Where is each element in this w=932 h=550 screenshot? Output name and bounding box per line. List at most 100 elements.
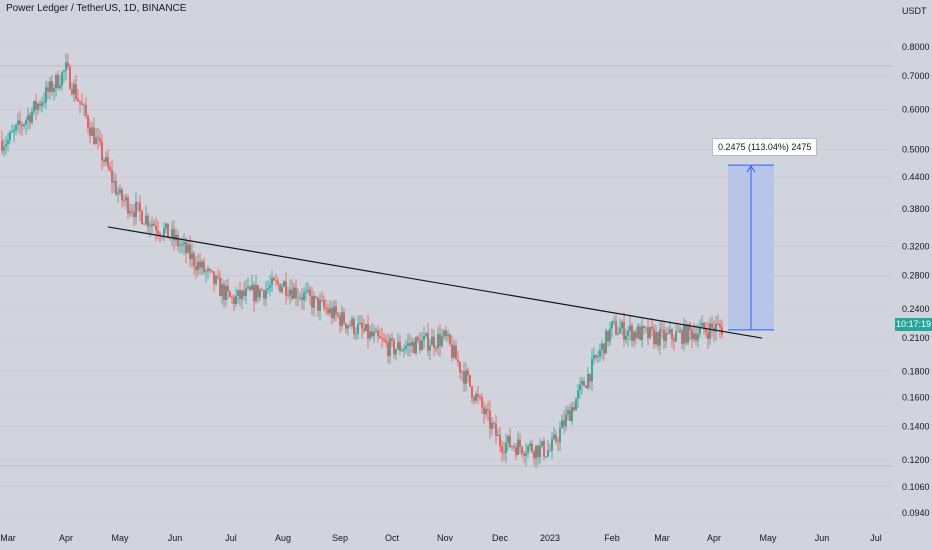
time-tick-label: Mar [0, 533, 16, 543]
candle-body [461, 371, 463, 373]
candle-body [529, 443, 531, 447]
candle-body [63, 70, 65, 73]
candle-body [157, 230, 159, 234]
candle-body [253, 284, 255, 302]
candle-body [439, 334, 441, 346]
price-unit-label: USDT [902, 6, 927, 16]
descending-trendline[interactable] [107, 226, 763, 339]
candle-body [1, 140, 3, 151]
candle-body [273, 278, 275, 281]
symbol-title: Power Ledger / TetherUS, 1D, BINANCE [6, 3, 187, 14]
candle-body [47, 87, 49, 92]
candle-body [285, 281, 287, 296]
candle-body [379, 335, 381, 338]
candle-body [105, 157, 107, 162]
candle-body [475, 393, 477, 401]
candle-body [249, 286, 251, 290]
candle-body [329, 308, 331, 314]
price-tick-label: 0.1060 [902, 482, 930, 492]
candle-body [623, 322, 625, 340]
candle-body [411, 341, 413, 346]
candle-body [481, 397, 483, 408]
candle-body [675, 331, 677, 342]
candle-body [523, 453, 525, 456]
candle-body [711, 323, 713, 328]
time-axis-labels: Mar Apr May Jun Jul Aug Sep Oct Nov Dec 2023 Feb Mar… [0, 533, 882, 543]
candle-body [5, 144, 7, 147]
candle-body [111, 169, 113, 183]
candle-body [11, 131, 13, 133]
candle-body [497, 434, 499, 436]
candle-body [425, 333, 427, 337]
candle-body [617, 333, 619, 335]
candle-body [153, 223, 155, 226]
price-tick-label: 0.1600 [902, 392, 930, 402]
candle-body [449, 334, 451, 345]
candle-body [25, 120, 27, 125]
candle-body [641, 326, 643, 341]
candle-body [563, 420, 565, 427]
candle-body [91, 127, 93, 136]
price-range-measure[interactable] [728, 164, 774, 331]
candle-body [177, 234, 179, 246]
candle-body [265, 289, 267, 299]
price-tick-label: 0.2800 [902, 270, 930, 280]
candle-body [535, 445, 537, 459]
candle-body [473, 397, 475, 401]
candle-body [125, 197, 127, 201]
candle-body [175, 234, 177, 241]
candle-body [545, 456, 547, 458]
candle-body [49, 81, 51, 92]
candle-body [687, 324, 689, 343]
candle-body [119, 189, 121, 194]
time-tick-label: Mar [654, 533, 670, 543]
candle-body [247, 286, 249, 289]
candle-body [189, 244, 191, 259]
candle-body [645, 327, 647, 329]
candle-body [33, 101, 35, 112]
candle-body [583, 381, 585, 386]
candle-body [489, 410, 491, 429]
candle-body [221, 284, 223, 296]
candle-body [145, 215, 147, 224]
candle-body [255, 284, 257, 302]
candle-body [655, 332, 657, 345]
candle-body [367, 323, 369, 339]
candle-body [139, 202, 141, 212]
candle-body [519, 439, 521, 447]
candle-body [415, 337, 417, 354]
time-tick-label: Jul [225, 533, 237, 543]
candle-body [263, 290, 265, 299]
candle-body [309, 289, 311, 296]
candle-body [521, 446, 523, 454]
candle-body [87, 116, 89, 128]
candle-body [463, 371, 465, 384]
candle-body [485, 409, 487, 414]
candle-body [525, 453, 527, 456]
candle-body [207, 269, 209, 272]
candle-body [399, 342, 401, 351]
candle-body [677, 331, 679, 333]
candle-body [589, 374, 591, 382]
candle-body [359, 322, 361, 324]
candle-body [7, 139, 9, 145]
candle-body [703, 322, 705, 330]
candle-body [57, 74, 59, 89]
candle-body [355, 333, 357, 335]
candle-body [647, 327, 649, 338]
time-tick-label: Oct [385, 533, 400, 543]
candle-body [131, 211, 133, 213]
candle-body [141, 211, 143, 224]
time-tick-label: Feb [604, 533, 620, 543]
candle-body [219, 277, 221, 296]
candle-body [607, 330, 609, 342]
candle-body [691, 329, 693, 340]
candle-body [707, 332, 709, 339]
candle-body [659, 329, 661, 346]
candle-body [347, 325, 349, 329]
time-tick-label: May [111, 533, 129, 543]
candle-body [557, 441, 559, 443]
candle-body [479, 396, 481, 398]
price-tick-label: 0.8000 [902, 42, 930, 52]
